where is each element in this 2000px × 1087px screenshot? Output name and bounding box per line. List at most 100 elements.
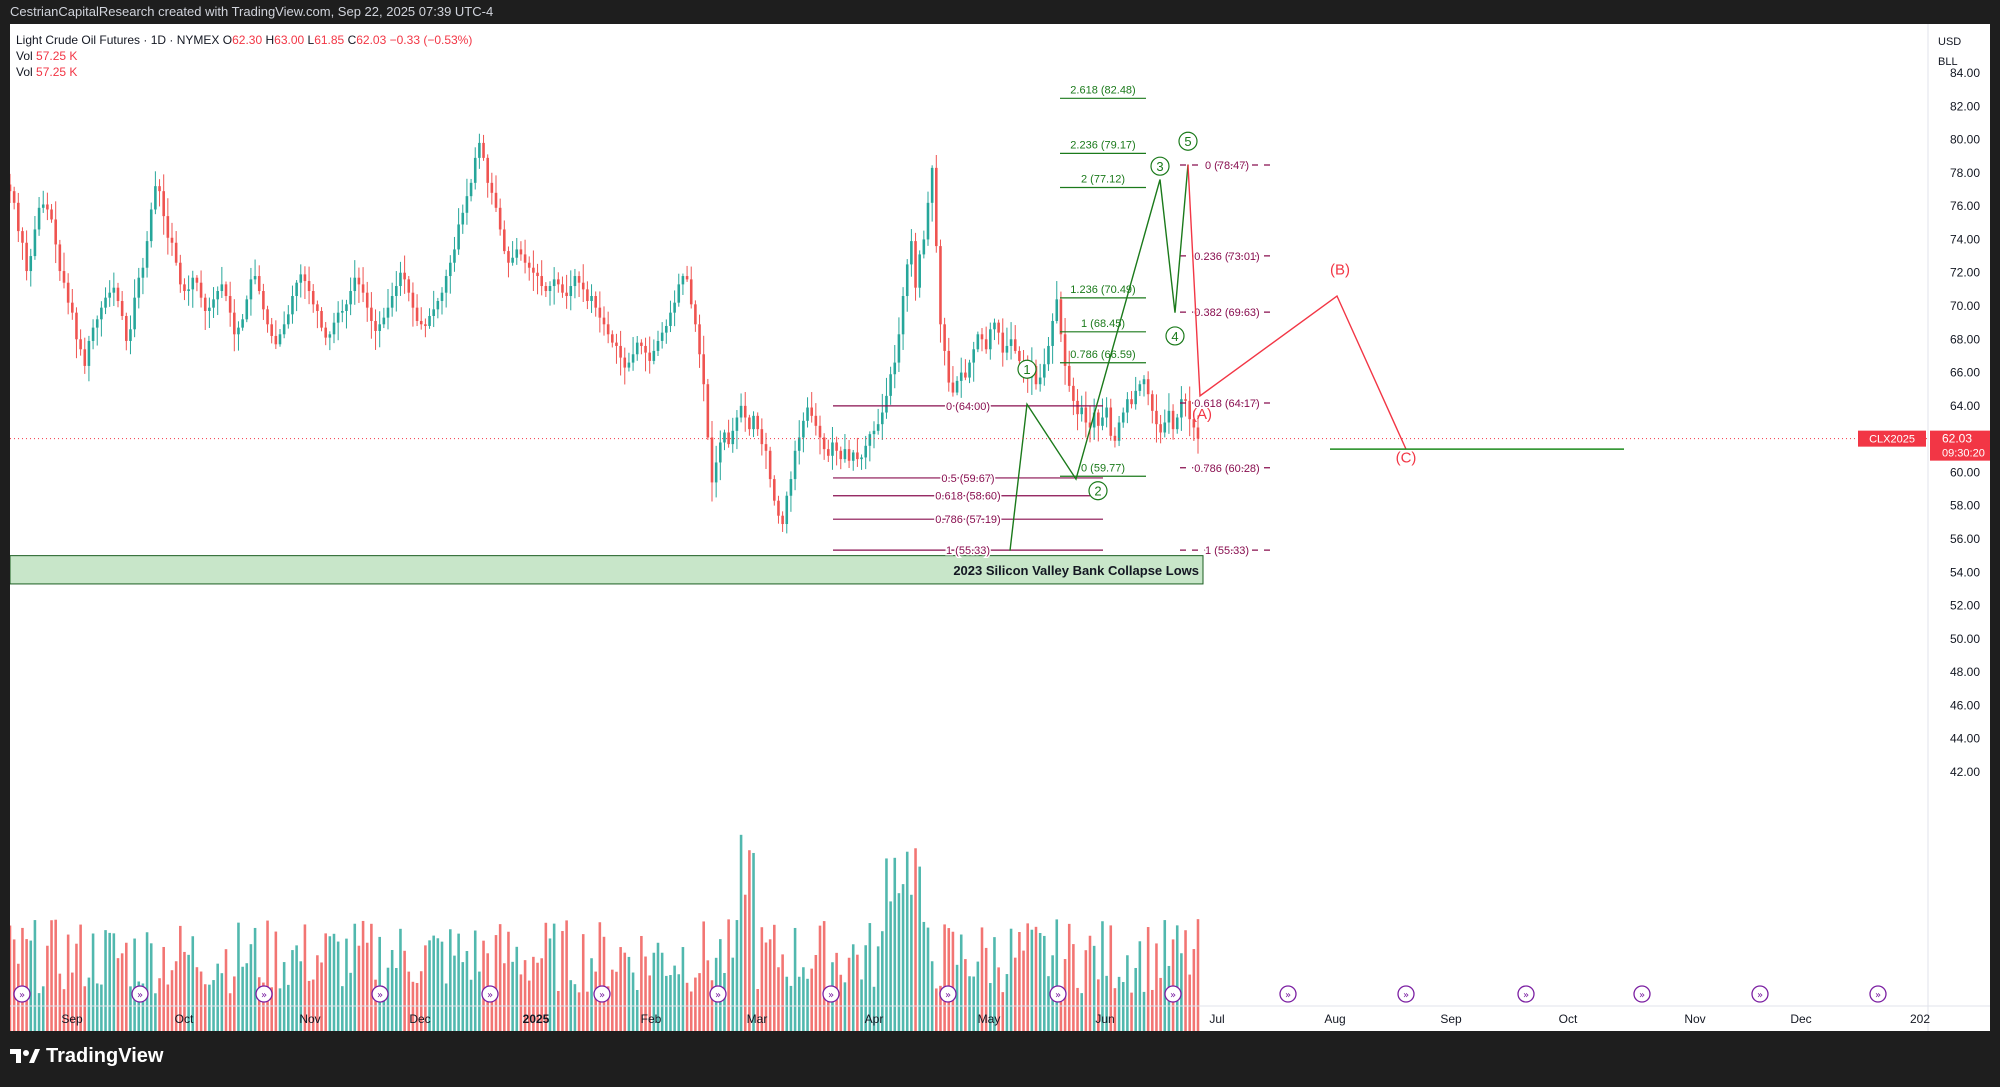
legend-volume-row-2[interactable]: Vol 57.25 K: [16, 64, 472, 80]
candle-body: [436, 301, 440, 310]
candle-body: [1055, 299, 1059, 321]
time-tick-label: Dec: [409, 1012, 430, 1026]
candle-body: [997, 322, 1000, 333]
volume-bar: [1196, 919, 1200, 1031]
open-label: O: [222, 33, 233, 47]
candle-body: [532, 267, 535, 273]
volume-bar: [706, 960, 710, 1031]
volume-bar: [810, 968, 813, 1031]
candle-body: [1142, 379, 1146, 385]
volume-bar: [21, 927, 24, 1031]
fib-retrace-2-label: 0 (78.47): [1205, 160, 1249, 172]
symbol-legend: Light Crude Oil Futures · 1D · NYMEX O62…: [16, 32, 472, 80]
volume-bar: [158, 978, 161, 1031]
candle-body: [241, 319, 244, 328]
volume-bar: [860, 979, 863, 1031]
volume-bar: [1121, 982, 1125, 1031]
volume-bar: [760, 927, 764, 1031]
candle-body: [1180, 399, 1183, 418]
volume-bar: [382, 991, 386, 1031]
candle-body: [1001, 332, 1005, 353]
volume-bar: [1192, 949, 1196, 1031]
volume-bar: [116, 958, 120, 1031]
candle-body: [968, 362, 971, 378]
wave-impulse-line: [1009, 164, 1189, 551]
legend-volume-row[interactable]: Vol 57.25 K: [16, 48, 472, 64]
volume-bar: [590, 958, 593, 1031]
candle-body: [768, 450, 772, 480]
candle-body: [702, 354, 705, 385]
events-icon-glyph: »: [137, 990, 143, 1001]
events-icon-glyph: »: [1285, 990, 1291, 1001]
high-value: 63.00: [274, 33, 305, 47]
volume-bar: [964, 959, 967, 1031]
volume-bar: [1171, 939, 1175, 1031]
volume-bar: [856, 954, 859, 1031]
candle-body: [536, 272, 539, 277]
events-icon-glyph: »: [487, 990, 493, 1001]
candle-body: [1072, 385, 1075, 401]
volume-bar: [424, 945, 427, 1031]
candle-body: [743, 405, 747, 418]
volume-bar: [33, 920, 37, 1031]
candle-body: [12, 191, 16, 203]
volume-bar: [95, 983, 99, 1031]
candle-body: [581, 282, 585, 290]
candle-body: [1018, 350, 1021, 361]
volume-bar: [943, 924, 946, 1031]
volume-bar: [145, 932, 149, 1031]
volume-bar: [868, 923, 872, 1031]
candle-body: [602, 317, 606, 325]
volume-bar: [25, 939, 28, 1031]
volume-bar: [291, 950, 294, 1031]
volume-bar: [926, 927, 930, 1031]
candle-body: [939, 246, 942, 325]
time-tick-label: Nov: [1684, 1012, 1705, 1026]
events-icon-glyph: »: [261, 990, 267, 1001]
volume-bar: [594, 971, 597, 1031]
volume-bar: [274, 931, 278, 1031]
candle-body: [972, 349, 975, 363]
volume-bar: [390, 950, 394, 1031]
volume-bar: [133, 938, 136, 1031]
volume-bar: [743, 894, 747, 1031]
events-icon-glyph: »: [1170, 990, 1176, 1001]
candle-body: [365, 292, 369, 308]
candle-body: [183, 284, 186, 292]
candle-body: [527, 262, 531, 268]
fib-extension-label: 2.236 (79.17): [1070, 139, 1135, 151]
price-chart-svg[interactable]: 2023 Silicon Valley Bank Collapse Lows 0 …: [10, 24, 1990, 1031]
events-icon-glyph: »: [377, 990, 383, 1001]
volume-bar: [698, 973, 701, 1031]
legend-ohlc-row[interactable]: Light Crude Oil Futures · 1D · NYMEX O62…: [16, 32, 472, 48]
candle-body: [918, 254, 921, 288]
volume-bar: [644, 956, 647, 1031]
candle-body: [307, 281, 311, 292]
events-icon: [1397, 985, 1415, 1003]
price-tick-label: 72.00: [1950, 266, 1980, 280]
volume-bar: [224, 949, 228, 1031]
volume-bar: [959, 934, 963, 1031]
volume-bar: [282, 962, 286, 1031]
volume-bar: [1188, 974, 1191, 1031]
candle-body: [897, 334, 901, 363]
volume-bar: [469, 979, 473, 1031]
volume-bar: [864, 945, 867, 1031]
candle-body: [910, 241, 913, 265]
volume-bar: [241, 966, 244, 1031]
candle-body: [511, 257, 514, 263]
volume-bar: [287, 984, 290, 1031]
chart-panel[interactable]: 2023 Silicon Valley Bank Collapse Lows 0 …: [10, 24, 1990, 1031]
candle-body: [698, 324, 701, 355]
candle-body: [864, 445, 867, 458]
volume-bar: [719, 939, 722, 1031]
candle-body: [465, 196, 469, 213]
time-tick-label: Aug: [1324, 1012, 1345, 1026]
volume-label: Vol: [16, 49, 33, 63]
symbol-name[interactable]: Light Crude Oil Futures · 1D · NYMEX: [16, 33, 220, 47]
volume-bar: [947, 928, 951, 1031]
candle-body: [216, 291, 219, 300]
volume-bar: [299, 961, 303, 1031]
candle-body: [303, 274, 307, 282]
currency-unit-label[interactable]: USD BLL: [1938, 32, 1961, 72]
